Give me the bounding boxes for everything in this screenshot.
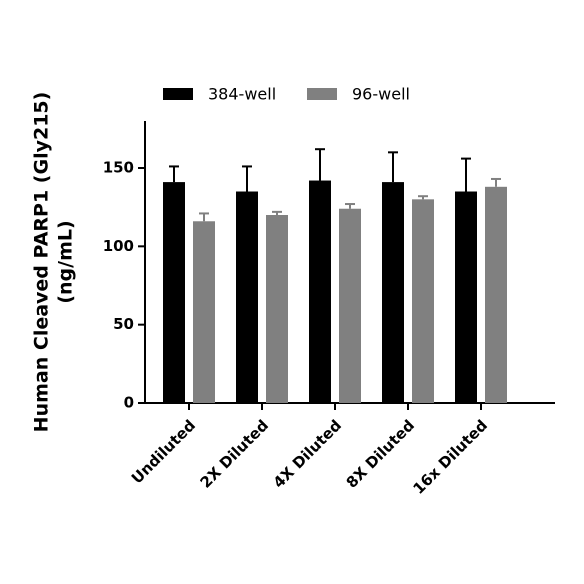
x-tick-label: 2X Diluted — [197, 416, 272, 491]
x-tick-label: 16x Diluted — [410, 416, 492, 498]
x-tick-label: 4X Diluted — [270, 416, 345, 491]
y-tick-label: 150 — [103, 159, 134, 177]
bar — [193, 221, 215, 403]
bar — [485, 186, 507, 403]
legend-swatch — [163, 88, 193, 100]
legend-label: 96-well — [352, 85, 410, 104]
y-tick-label: 0 — [124, 394, 134, 412]
bar — [163, 182, 185, 403]
legend-swatch — [307, 88, 337, 100]
x-tick-label: 8X Diluted — [343, 416, 418, 491]
bar — [339, 208, 361, 403]
bar — [412, 199, 434, 403]
bar — [266, 215, 288, 403]
y-tick-label: 100 — [103, 237, 134, 255]
bar — [455, 191, 477, 403]
y-axis-label: Human Cleaved PARP1 (Gly215) — [31, 92, 53, 433]
y-axis-label: (ng/mL) — [55, 220, 77, 303]
y-tick-label: 50 — [113, 315, 134, 333]
bar — [382, 182, 404, 403]
bar — [309, 180, 331, 403]
legend-label: 384-well — [208, 85, 276, 104]
bar — [236, 191, 258, 403]
x-tick-label: Undiluted — [128, 416, 199, 487]
